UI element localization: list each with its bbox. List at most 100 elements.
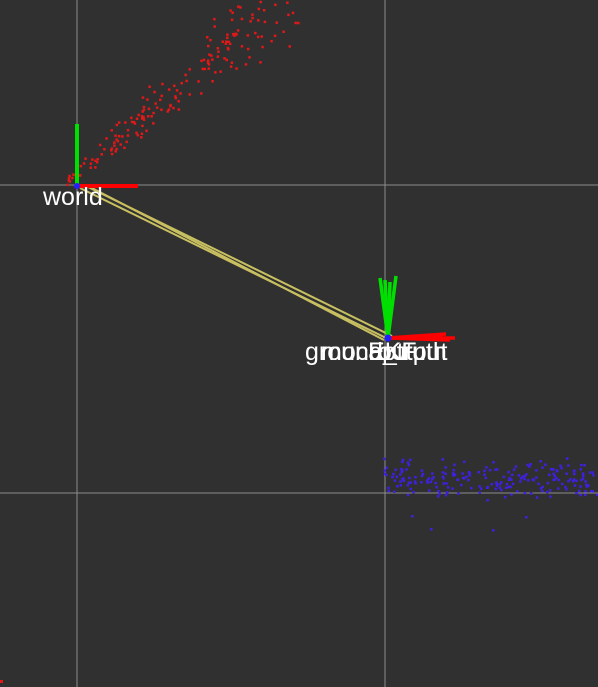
cloud-point — [399, 484, 403, 487]
cloud-point — [141, 96, 145, 99]
cloud-point — [406, 461, 410, 464]
cloud-point — [249, 20, 252, 23]
cloud-point — [234, 32, 237, 35]
cloud-point — [244, 63, 248, 66]
cloud-point — [259, 61, 262, 64]
cloud-point — [541, 489, 544, 493]
cloud-point — [431, 477, 434, 480]
cloud-point — [446, 491, 449, 494]
cloud-point — [585, 485, 589, 488]
cloud-point — [383, 457, 386, 461]
cloud-point — [383, 469, 387, 472]
cloud-point — [592, 474, 595, 477]
cloud-point — [188, 68, 191, 71]
cloud-point — [94, 166, 97, 169]
cloud-point — [583, 464, 586, 467]
cloud-point — [555, 476, 558, 480]
cloud-point — [383, 472, 387, 476]
cloud-point — [89, 166, 92, 169]
cloud-point — [451, 472, 455, 475]
cloud-point — [201, 67, 204, 71]
cloud-point — [569, 478, 572, 481]
cloud-point — [587, 484, 590, 487]
cloud-point — [564, 485, 567, 489]
cloud-point — [387, 489, 390, 493]
cloud-point — [541, 485, 544, 489]
cloud-point — [114, 150, 117, 153]
cloud-point — [177, 108, 181, 111]
cloud-point — [207, 67, 210, 70]
cloud-point — [154, 102, 157, 105]
cloud-point — [225, 58, 228, 62]
cloud-point — [537, 482, 540, 486]
point-cloud-red — [0, 0, 300, 683]
cloud-point — [495, 468, 499, 471]
cloud-point — [200, 59, 203, 63]
cloud-point — [590, 490, 593, 493]
cloud-point — [406, 484, 409, 487]
cloud-point — [523, 491, 527, 495]
cloud-point — [549, 495, 552, 498]
point-cloud-blue — [383, 457, 598, 532]
cloud-point — [553, 474, 556, 478]
cloud-point — [206, 61, 210, 64]
cloud-point — [175, 89, 179, 92]
cloud-point — [548, 473, 551, 477]
cloud-point — [437, 489, 440, 493]
cloud-point — [282, 30, 285, 33]
cloud-point — [150, 115, 153, 118]
cloud-point — [549, 489, 552, 492]
cloud-point — [452, 468, 455, 472]
cloud-point — [413, 480, 417, 483]
cloud-point — [444, 466, 447, 469]
cloud-point — [578, 489, 581, 493]
cloud-point — [94, 159, 97, 162]
cloud-point — [406, 493, 410, 497]
cloud-point — [155, 106, 159, 109]
tf-link-line — [79, 187, 387, 339]
cloud-point — [445, 482, 448, 485]
cloud-point — [125, 140, 128, 144]
cloud-point — [254, 31, 257, 35]
cloud-point — [467, 471, 471, 474]
cloud-point — [229, 9, 232, 12]
cloud-point — [510, 478, 513, 481]
cloud-point — [202, 58, 206, 62]
cloud-point — [580, 463, 583, 467]
cloud-point — [231, 11, 234, 14]
cloud-point — [224, 42, 228, 45]
cloud-point — [549, 468, 553, 471]
cloud-point — [565, 488, 568, 491]
cloud-point — [216, 47, 220, 50]
cloud-point — [152, 111, 155, 115]
cloud-point — [174, 96, 178, 100]
cloud-point — [521, 475, 525, 478]
cloud-point — [505, 486, 508, 490]
cloud-point — [484, 476, 488, 480]
cloud-point — [400, 470, 404, 474]
cloud-point — [84, 157, 87, 160]
cloud-point — [72, 173, 75, 176]
cloud-point — [133, 122, 137, 125]
cloud-point — [385, 466, 388, 469]
cloud-point — [460, 483, 463, 487]
cloud-point — [431, 472, 434, 475]
cloud-point — [492, 529, 495, 532]
cloud-point — [142, 105, 146, 109]
cloud-point — [273, 34, 277, 38]
cloud-point — [225, 40, 228, 43]
cloud-point — [91, 158, 94, 161]
cloud-point — [135, 117, 139, 120]
cloud-point — [581, 477, 585, 480]
cloud-point — [446, 486, 450, 489]
cloud-point — [479, 487, 483, 490]
cloud-point — [203, 67, 206, 71]
cloud-point — [236, 29, 240, 32]
cloud-point — [565, 457, 569, 460]
cloud-point — [535, 496, 539, 499]
cloud-point — [136, 133, 139, 137]
cloud-point — [207, 44, 210, 48]
cloud-point — [579, 485, 582, 488]
